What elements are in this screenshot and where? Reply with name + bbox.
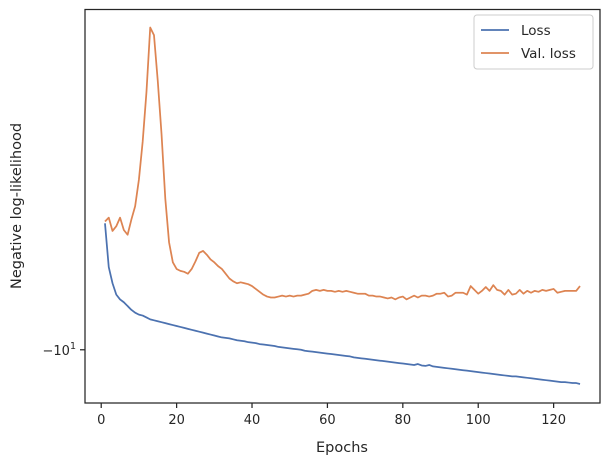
- legend-label-loss: Loss: [521, 23, 551, 39]
- plot-frame: [84, 8, 601, 404]
- x-tick-label: 20: [168, 413, 185, 428]
- y-tick-label: −101: [43, 341, 76, 359]
- legend-box: [473, 14, 594, 70]
- series-line-val-loss: [104, 26, 581, 301]
- x-tick-label: 40: [244, 413, 261, 428]
- axis-ticks: 0 20 40 60 80 100 120 −101: [43, 341, 567, 428]
- x-tick-label: 100: [466, 413, 491, 428]
- x-tick-label: 120: [541, 413, 566, 428]
- y-axis-label: Negative log-likelihood: [9, 123, 25, 289]
- x-tick-label: 0: [97, 413, 105, 428]
- series-line-loss: [104, 223, 581, 385]
- series-lines: [104, 26, 581, 385]
- x-axis-label: Epochs: [316, 440, 368, 456]
- x-tick-label: 80: [395, 413, 412, 428]
- legend: Loss Val. loss: [473, 14, 594, 70]
- legend-label-val-loss: Val. loss: [521, 46, 576, 62]
- x-tick-label: 60: [319, 413, 336, 428]
